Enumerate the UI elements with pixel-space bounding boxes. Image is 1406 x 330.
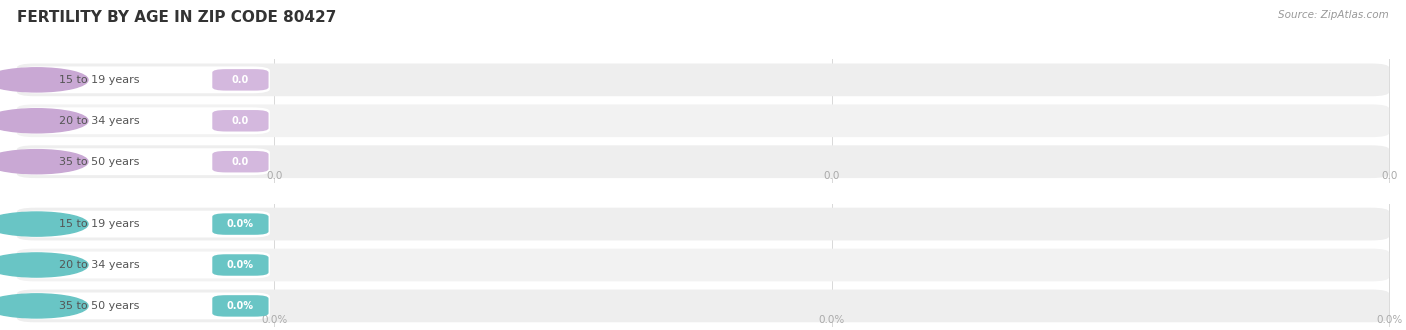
Text: Source: ZipAtlas.com: Source: ZipAtlas.com	[1278, 10, 1389, 20]
FancyBboxPatch shape	[18, 66, 270, 93]
Circle shape	[0, 212, 89, 236]
FancyBboxPatch shape	[212, 254, 269, 276]
Circle shape	[0, 68, 89, 92]
FancyBboxPatch shape	[18, 148, 270, 175]
FancyBboxPatch shape	[212, 213, 269, 235]
Text: 0.0%: 0.0%	[818, 315, 845, 325]
FancyBboxPatch shape	[17, 63, 1389, 96]
Text: 0.0: 0.0	[824, 171, 839, 181]
Text: FERTILITY BY AGE IN ZIP CODE 80427: FERTILITY BY AGE IN ZIP CODE 80427	[17, 10, 336, 25]
Circle shape	[0, 294, 89, 318]
Text: 0.0: 0.0	[266, 171, 283, 181]
Text: 35 to 50 years: 35 to 50 years	[59, 301, 139, 311]
Circle shape	[0, 149, 89, 174]
Text: 35 to 50 years: 35 to 50 years	[59, 157, 139, 167]
FancyBboxPatch shape	[18, 292, 270, 319]
FancyBboxPatch shape	[212, 110, 269, 132]
FancyBboxPatch shape	[18, 251, 270, 279]
Text: 0.0: 0.0	[1381, 171, 1398, 181]
Text: 20 to 34 years: 20 to 34 years	[59, 260, 139, 270]
FancyBboxPatch shape	[212, 69, 269, 91]
Circle shape	[0, 109, 89, 133]
Text: 0.0%: 0.0%	[262, 315, 287, 325]
FancyBboxPatch shape	[17, 208, 1389, 241]
Text: 15 to 19 years: 15 to 19 years	[59, 75, 139, 85]
FancyBboxPatch shape	[18, 107, 270, 134]
Circle shape	[0, 253, 89, 277]
Text: 0.0: 0.0	[232, 75, 249, 85]
FancyBboxPatch shape	[17, 145, 1389, 178]
FancyBboxPatch shape	[17, 248, 1389, 281]
FancyBboxPatch shape	[18, 211, 270, 238]
Text: 20 to 34 years: 20 to 34 years	[59, 116, 139, 126]
Text: 15 to 19 years: 15 to 19 years	[59, 219, 139, 229]
FancyBboxPatch shape	[212, 151, 269, 173]
Text: 0.0: 0.0	[232, 157, 249, 167]
Text: 0.0: 0.0	[232, 116, 249, 126]
Text: 0.0%: 0.0%	[226, 219, 254, 229]
Text: 0.0%: 0.0%	[226, 260, 254, 270]
Text: 0.0%: 0.0%	[226, 301, 254, 311]
FancyBboxPatch shape	[212, 295, 269, 317]
Text: 0.0%: 0.0%	[1376, 315, 1402, 325]
FancyBboxPatch shape	[17, 104, 1389, 137]
FancyBboxPatch shape	[17, 289, 1389, 322]
